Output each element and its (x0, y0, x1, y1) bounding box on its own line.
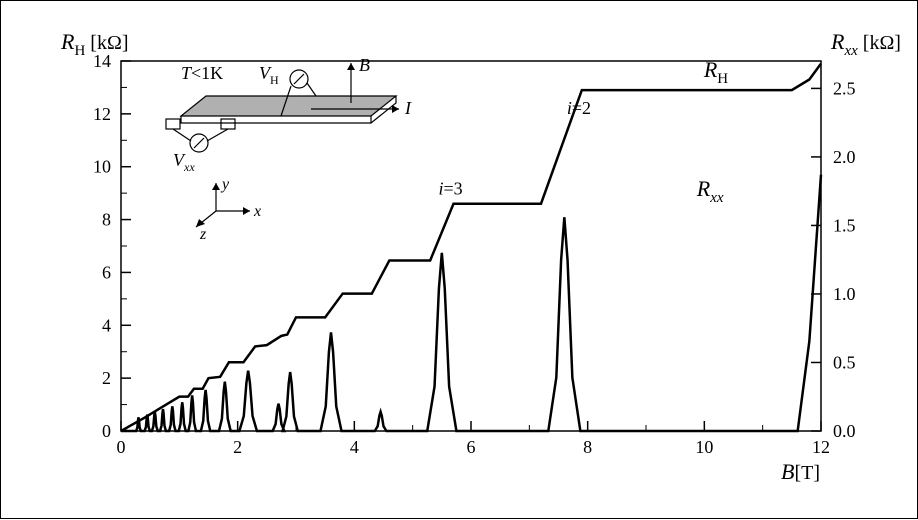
inset-current-label: I (404, 98, 412, 118)
inset-vxx-label: Vxx (173, 150, 195, 174)
annotation-i3: i=3 (438, 178, 462, 198)
annotation-i2: i=2 (567, 98, 591, 118)
svg-text:0: 0 (117, 437, 126, 457)
svg-text:8: 8 (102, 210, 111, 230)
svg-text:12: 12 (93, 104, 111, 124)
svg-text:2.5: 2.5 (833, 78, 856, 98)
svg-text:10: 10 (695, 437, 713, 457)
svg-text:12: 12 (812, 437, 830, 457)
longitudinal-resistance-curve (121, 175, 821, 431)
svg-text:4: 4 (350, 437, 359, 457)
svg-text:0: 0 (102, 421, 111, 441)
inset-axis-y: y (220, 176, 230, 193)
svg-text:8: 8 (583, 437, 592, 457)
annotation-Rxx: Rxx (696, 176, 724, 206)
svg-text:6: 6 (467, 437, 476, 457)
svg-text:2: 2 (102, 368, 111, 388)
inset-temperature-label: T<1K (181, 63, 223, 83)
svg-text:2.0: 2.0 (833, 147, 856, 167)
svg-text:14: 14 (93, 51, 111, 71)
inset-sample-schematic: Vxx VH T<1K I By x z (166, 55, 412, 243)
inset-axis-z: z (199, 226, 207, 243)
inset-bfield-label: B (359, 55, 370, 75)
inset-axis-x: x (253, 203, 261, 220)
x-axis-label: B[T] (781, 459, 820, 484)
chart-frame: 0 2 4 6 8 10 12 14 0.0 0.5 1.0 1.5 2.0 2.5 0 2 4 6 8 10 12… (0, 0, 918, 519)
svg-text:0.5: 0.5 (833, 352, 856, 372)
y-right-axis-label: Rxx [kΩ] (830, 29, 901, 59)
svg-text:4: 4 (102, 315, 111, 335)
svg-text:1.0: 1.0 (833, 284, 856, 304)
inset-vh-label: VH (259, 63, 279, 87)
svg-text:1.5: 1.5 (833, 215, 856, 235)
svg-text:2: 2 (233, 437, 242, 457)
svg-text:10: 10 (93, 157, 111, 177)
svg-text:6: 6 (102, 262, 111, 282)
svg-text:0.0: 0.0 (833, 421, 856, 441)
